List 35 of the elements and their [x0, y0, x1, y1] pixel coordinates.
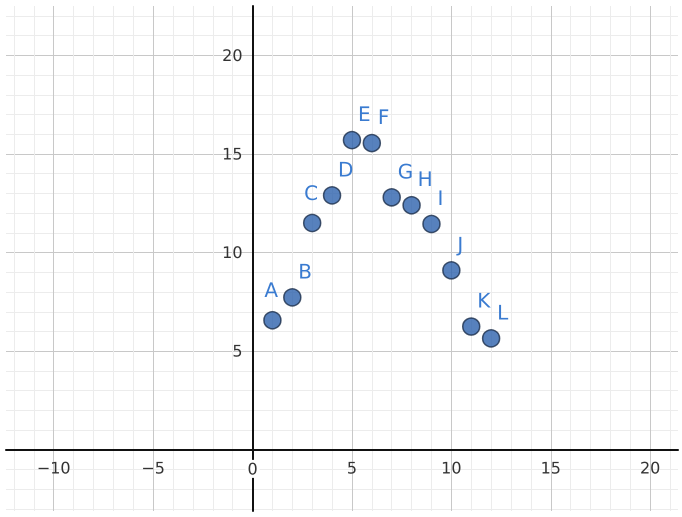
annotation: B [298, 259, 312, 284]
point [342, 130, 362, 150]
point [283, 288, 302, 307]
y-tick-label: 5 [232, 342, 243, 361]
y-tick-label: 10 [222, 243, 243, 262]
point [263, 311, 282, 330]
point [462, 317, 480, 336]
annotation: J [455, 232, 464, 256]
annotation: L [497, 300, 510, 324]
y-tick-label: 15 [222, 144, 243, 164]
y-tick-label: 20 [222, 46, 243, 65]
annotation: I [437, 186, 444, 210]
annotation: G [398, 159, 414, 184]
x-tick-label: 5 [346, 458, 358, 478]
annotation: E [358, 102, 371, 126]
x-tick-label: 15 [540, 458, 561, 478]
point [362, 134, 382, 152]
annotation: F [378, 105, 390, 130]
annotation: D [338, 157, 354, 182]
point [322, 186, 342, 205]
annotation: H [418, 167, 433, 192]
point [442, 261, 461, 280]
x-tick-label: −5 [141, 458, 165, 478]
x-tick-label: −10 [36, 458, 71, 478]
annotation: K [477, 288, 492, 313]
point [302, 214, 322, 232]
annotation: A [264, 278, 278, 302]
x-tick-label: 20 [640, 458, 660, 478]
x-tick-label: 0 [247, 459, 258, 478]
point [382, 188, 401, 207]
point [482, 329, 500, 348]
point [422, 214, 441, 234]
x-tick-label: 10 [441, 458, 462, 478]
point [402, 196, 421, 214]
annotation: C [304, 180, 318, 205]
